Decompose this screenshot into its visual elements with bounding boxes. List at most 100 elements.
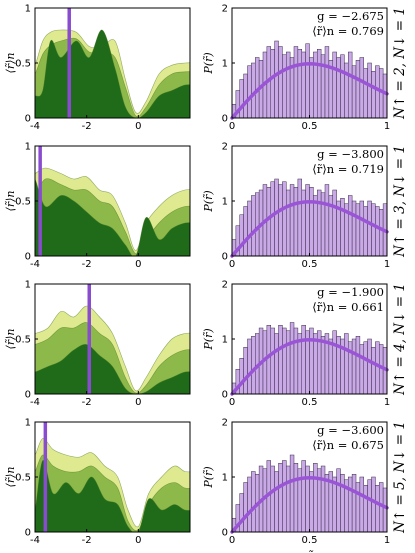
histogram-bar [355, 203, 361, 257]
histogram-bar [320, 336, 326, 395]
side-label: N↑ = 2, N↓ = 1 [392, 7, 408, 120]
histogram-bar [375, 485, 380, 533]
histogram-bar [274, 471, 279, 533]
histogram-bar [282, 327, 287, 395]
histogram-bar [282, 460, 287, 533]
y-tick-label: 0 [222, 528, 228, 539]
histogram-bar [371, 203, 376, 257]
histogram-bar [355, 336, 361, 395]
histogram-bar [301, 325, 306, 395]
histogram-bar [367, 479, 372, 533]
x-tick-label: -2 [82, 121, 92, 132]
histogram-bar [255, 192, 260, 257]
right-panel-row-2: 0 1 2 0 0.5 1 P(r̃) g = −3.800⟨r̃⟩n = 0.719 N↑ =… [202, 142, 408, 271]
x-tick-label: 0 [229, 121, 235, 132]
y-tick-label: 0.5 [15, 335, 31, 346]
x-tick-label: -4 [30, 121, 40, 132]
y-tick-label: 2 [222, 280, 228, 291]
histogram-bar [371, 71, 376, 119]
x-tick-label: 0 [135, 535, 141, 546]
histogram-bar [336, 468, 341, 533]
x-tick-label: 0.5 [302, 397, 318, 408]
x-tick-label: 0 [135, 259, 141, 270]
right-panel-row-3: 0 1 2 0 0.5 1 P(r̃) g = −1.900⟨r̃⟩n = 0.661 N↑ =… [202, 280, 408, 409]
histogram-bar [251, 471, 256, 533]
y-tick-label: 2 [222, 418, 228, 429]
x-tick-label: 0.5 [302, 535, 318, 546]
histogram-bar [247, 338, 252, 395]
histogram-bar [243, 73, 248, 119]
histogram-bar [313, 51, 318, 119]
histogram-bar [332, 476, 337, 533]
annotation: ⟨r̃⟩n = 0.675 [312, 438, 384, 452]
annotation: g = −3.800 [317, 147, 384, 161]
y-tick-label: 0.5 [15, 473, 31, 484]
histogram-bar [309, 187, 314, 257]
area-dark [35, 29, 190, 118]
left-panel-row-2: 0 0.5 1 -4 -2 0 ⟨r̃⟩n [4, 142, 191, 270]
histogram-bar [313, 463, 318, 533]
histogram-bar [324, 46, 330, 119]
fit-curve [230, 476, 389, 534]
histogram-bar [286, 330, 291, 395]
histogram-bar [301, 460, 306, 533]
histogram-bar [367, 200, 372, 257]
histogram-bar [251, 195, 256, 257]
histogram-bar [243, 347, 248, 395]
histogram-bar [301, 189, 306, 257]
left-panel-row-1: 0 0.5 1 -4 -2 0 ⟨r̃⟩n [4, 4, 191, 132]
histogram-bar [367, 338, 372, 395]
histogram-bar [359, 57, 364, 119]
annotation: ⟨r̃⟩n = 0.719 [312, 162, 384, 176]
histogram-bar [351, 65, 357, 119]
y-tick-label: 0 [25, 528, 31, 539]
side-label: N↑ = 5, N↓ = 1 [392, 421, 408, 534]
histogram-bar [247, 65, 252, 119]
y-axis-label: P(r̃) [202, 52, 215, 74]
histogram-bar [348, 476, 353, 533]
fit-curve [230, 62, 389, 120]
histogram-bar [313, 333, 318, 395]
y-tick-label: 0 [222, 114, 228, 125]
y-tick-label: 0.5 [15, 59, 31, 70]
y-tick-label: 1 [25, 4, 31, 15]
histogram-bar [371, 347, 376, 395]
histogram-bar [313, 195, 318, 257]
histogram-bar [239, 214, 244, 257]
x-tick-label: -2 [82, 397, 92, 408]
histogram-bar [324, 474, 330, 533]
y-axis-label: P(r̃) [202, 328, 215, 350]
histogram-bar [305, 465, 310, 533]
histogram-bar [324, 184, 330, 257]
histogram-bar [355, 60, 361, 119]
histogram-bar [278, 184, 283, 257]
histogram-bar [247, 200, 252, 257]
histogram-bar [274, 40, 279, 119]
histogram-bar [293, 187, 299, 257]
x-tick-label: 0 [229, 535, 235, 546]
histogram-bar [266, 325, 271, 395]
histogram-bar [309, 57, 314, 119]
y-tick-label: 1 [25, 280, 31, 291]
histogram-bar [367, 62, 372, 119]
histogram-bar [243, 206, 248, 257]
histogram-bar [286, 51, 291, 119]
y-tick-label: 1 [222, 335, 228, 346]
y-tick-label: 0 [25, 390, 31, 401]
histogram-bar [270, 49, 275, 119]
left-panel-row-3: 0 0.5 1 -4 -2 0 ⟨r̃⟩n [4, 280, 191, 408]
histogram-bar [239, 79, 244, 119]
left-panel-row-4: 0 0.5 1 -4 -2 0 ⟨r̃⟩n [4, 418, 191, 546]
x-tick-label: 0 [135, 121, 141, 132]
histogram-bar [282, 54, 287, 119]
histogram-bar [278, 46, 283, 119]
x-tick-label: 0 [229, 259, 235, 270]
histogram-bar [278, 463, 283, 533]
annotation: g = −3.600 [317, 423, 384, 437]
y-tick-label: 1 [222, 197, 228, 208]
x-tick-label: 0 [135, 397, 141, 408]
histogram-bar [301, 51, 306, 119]
annotation: ⟨r̃⟩n = 0.769 [312, 24, 384, 38]
area-layers [35, 167, 190, 256]
histogram-bar [305, 43, 310, 119]
